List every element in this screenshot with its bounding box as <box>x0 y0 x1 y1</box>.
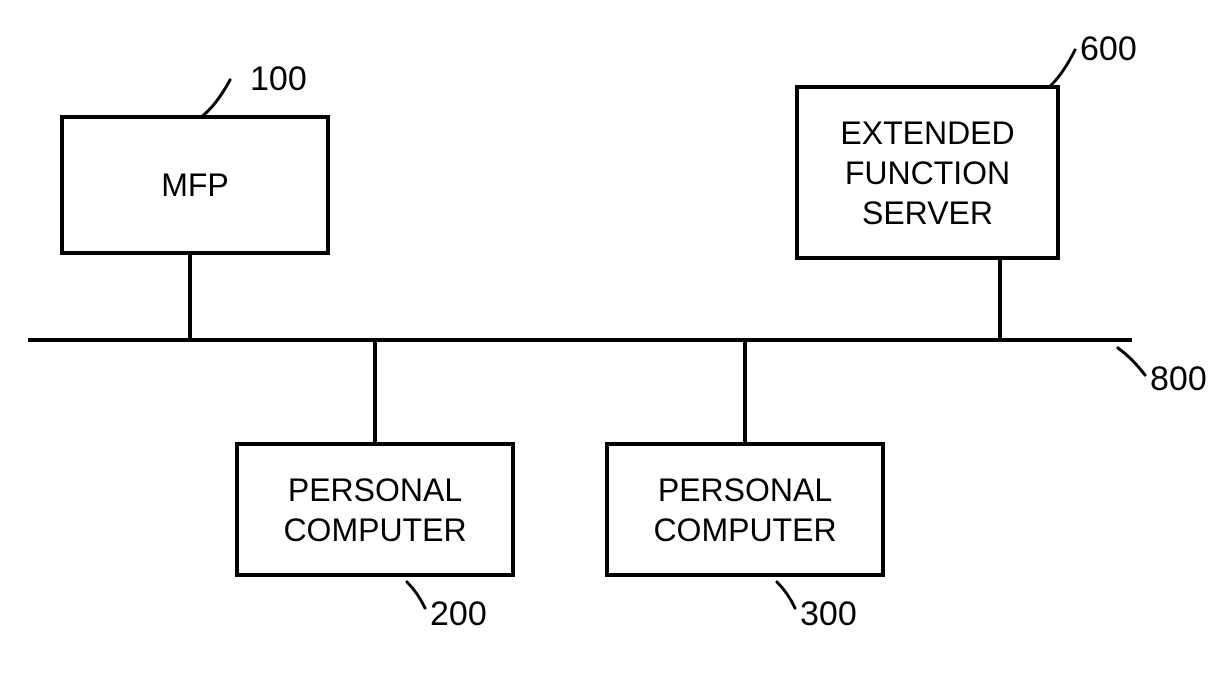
node-personal-computer-1: PERSONALCOMPUTER <box>235 442 515 577</box>
diagram-canvas: MFP 100 EXTENDEDFUNCTIONSERVER 600 PERSO… <box>0 0 1232 690</box>
node-pc1-label: PERSONALCOMPUTER <box>283 470 466 550</box>
node-pc2-label: PERSONALCOMPUTER <box>653 470 836 550</box>
node-personal-computer-2: PERSONALCOMPUTER <box>605 442 885 577</box>
ref-label-bus: 800 <box>1150 360 1207 399</box>
ref-label-mfp: 100 <box>250 60 307 99</box>
node-extended-function-server: EXTENDEDFUNCTIONSERVER <box>795 85 1060 260</box>
ref-label-pc1: 200 <box>430 595 487 634</box>
node-mfp: MFP <box>60 115 330 255</box>
ref-label-pc2: 300 <box>800 595 857 634</box>
ref-label-ext-server: 600 <box>1080 30 1137 69</box>
node-ext-label: EXTENDEDFUNCTIONSERVER <box>840 113 1014 233</box>
node-mfp-label: MFP <box>161 165 229 205</box>
